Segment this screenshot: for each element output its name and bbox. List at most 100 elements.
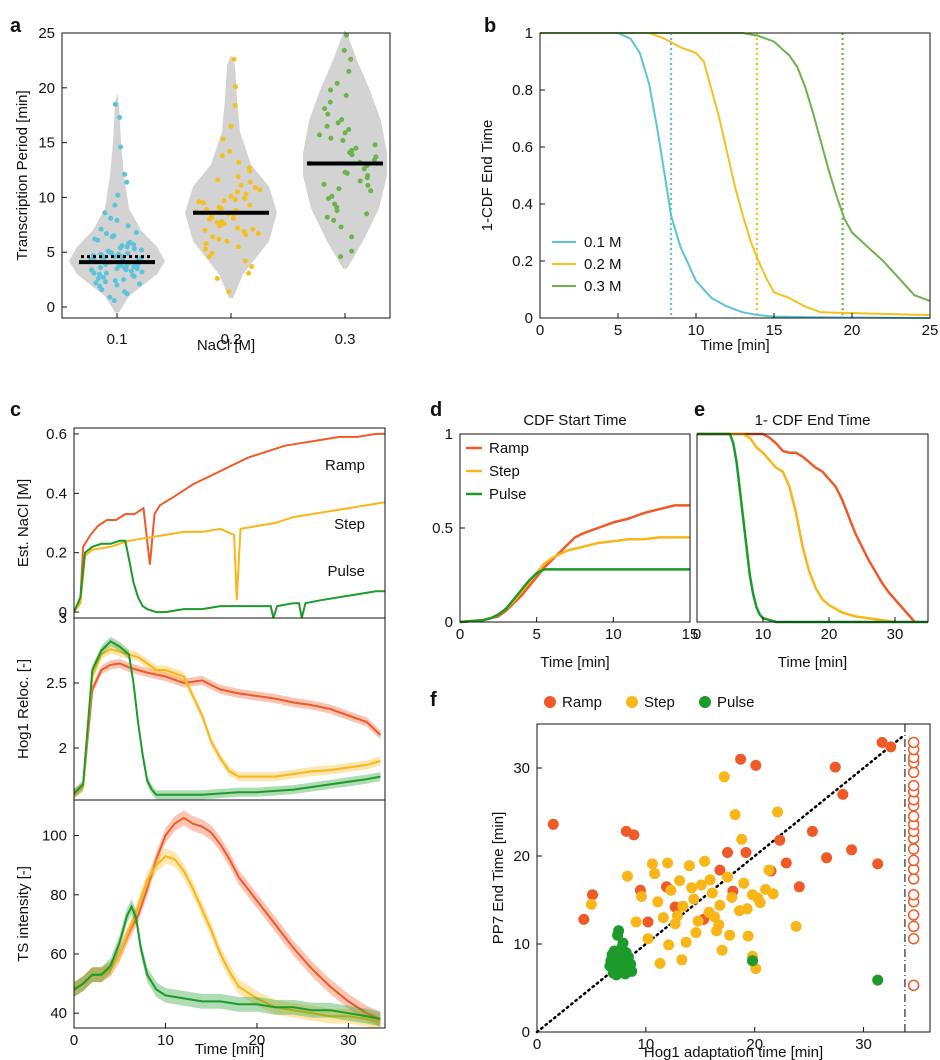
c3-ylabel: TS intensity [-] bbox=[15, 866, 32, 962]
c1-y-tick-label: 0.4 bbox=[46, 485, 67, 502]
b-x-tick-label: 0 bbox=[536, 322, 544, 339]
c1-y-tick-label: 0.2 bbox=[46, 545, 67, 562]
axes-frame-a bbox=[61, 32, 391, 319]
data-point bbox=[793, 881, 805, 893]
data-point bbox=[112, 278, 118, 284]
data-point bbox=[872, 974, 884, 986]
data-point bbox=[626, 965, 638, 977]
series-line-Pulse bbox=[74, 640, 381, 796]
a-y-tick-label: 0 bbox=[47, 299, 55, 316]
e-x-tick-label: 0 bbox=[693, 626, 701, 643]
data-point bbox=[642, 916, 654, 928]
data-point bbox=[226, 289, 232, 295]
a-y-tick-label: 10 bbox=[38, 189, 55, 206]
data-point bbox=[344, 32, 349, 38]
d-x-tick-label: 15 bbox=[682, 626, 699, 643]
series-line-Pulse bbox=[459, 568, 690, 624]
data-point bbox=[585, 898, 597, 910]
data-point bbox=[628, 829, 640, 841]
a-y-tick-label: 20 bbox=[38, 80, 55, 97]
b-ylabel: 1-CDF End Time bbox=[479, 120, 496, 232]
data-point bbox=[257, 187, 263, 193]
data-point bbox=[342, 130, 348, 136]
data-point bbox=[806, 825, 818, 837]
data-point bbox=[740, 847, 752, 858]
c-x-tick-label: 10 bbox=[157, 1032, 174, 1049]
data-point bbox=[341, 48, 347, 53]
data-point bbox=[338, 254, 344, 260]
data-point bbox=[228, 193, 234, 199]
data-point bbox=[338, 224, 344, 230]
data-point bbox=[236, 159, 242, 165]
data-point bbox=[683, 860, 695, 872]
error-band bbox=[74, 659, 381, 799]
c3-y-tick-label: 40 bbox=[50, 1005, 67, 1022]
b-x-tick-label: 10 bbox=[688, 322, 705, 339]
series-line-Step bbox=[74, 648, 381, 795]
f-y-tick-label: 0 bbox=[522, 1024, 530, 1041]
violin-0.3 bbox=[303, 29, 387, 269]
data-point bbox=[657, 912, 669, 924]
data-point bbox=[242, 258, 248, 264]
data-point bbox=[235, 174, 241, 180]
legend-label: 0.3 M bbox=[584, 278, 622, 295]
data-point bbox=[247, 202, 253, 208]
data-point bbox=[224, 238, 230, 244]
data-point bbox=[714, 899, 726, 911]
f-x-tick-label: 10 bbox=[638, 1036, 655, 1053]
b-y-tick-label: 0 bbox=[525, 310, 533, 327]
data-point bbox=[103, 270, 109, 276]
data-point bbox=[729, 809, 741, 821]
data-point bbox=[846, 844, 858, 856]
data-point bbox=[713, 919, 725, 931]
data-point bbox=[364, 211, 370, 217]
data-point bbox=[131, 264, 137, 269]
legend-label: Pulse bbox=[489, 486, 527, 503]
data-point bbox=[742, 930, 754, 942]
data-point bbox=[217, 223, 223, 229]
data-point bbox=[763, 864, 775, 876]
data-point bbox=[247, 179, 253, 185]
data-point bbox=[206, 254, 212, 260]
data-point bbox=[348, 56, 354, 62]
data-point bbox=[343, 93, 349, 98]
legend-label: Ramp bbox=[489, 440, 529, 457]
data-point bbox=[91, 270, 97, 276]
data-point bbox=[102, 210, 108, 216]
censored-point bbox=[907, 736, 920, 749]
subplot-c2 bbox=[74, 636, 382, 800]
censored-point bbox=[907, 979, 920, 992]
data-point bbox=[117, 245, 123, 251]
data-point bbox=[349, 147, 355, 153]
data-point bbox=[872, 858, 884, 870]
d-x-tick-label: 0 bbox=[456, 626, 464, 643]
data-point bbox=[621, 870, 633, 882]
data-point bbox=[214, 276, 220, 281]
subplot-c3 bbox=[74, 810, 381, 1028]
panel-letter-d: d bbox=[430, 399, 442, 421]
data-point bbox=[690, 927, 702, 939]
data-point bbox=[662, 857, 674, 869]
data-point bbox=[243, 191, 249, 197]
data-point bbox=[752, 892, 764, 904]
data-point bbox=[722, 871, 733, 883]
data-point bbox=[716, 944, 728, 956]
panel-letter-f: f bbox=[430, 689, 437, 711]
data-point bbox=[115, 192, 121, 198]
f-x-tick-label: 0 bbox=[533, 1036, 541, 1053]
data-point bbox=[605, 955, 617, 967]
data-point bbox=[646, 858, 658, 870]
data-point bbox=[617, 937, 629, 949]
data-point bbox=[131, 273, 137, 279]
data-point bbox=[790, 920, 802, 932]
data-point bbox=[654, 957, 666, 969]
data-point bbox=[349, 248, 355, 254]
data-point bbox=[736, 833, 748, 845]
data-point bbox=[116, 262, 122, 268]
series-label: Ramp bbox=[325, 457, 365, 474]
data-point bbox=[704, 874, 716, 886]
data-point bbox=[210, 234, 216, 240]
data-point bbox=[373, 154, 379, 160]
data-point bbox=[107, 249, 113, 255]
series-line-Ramp bbox=[74, 432, 385, 613]
